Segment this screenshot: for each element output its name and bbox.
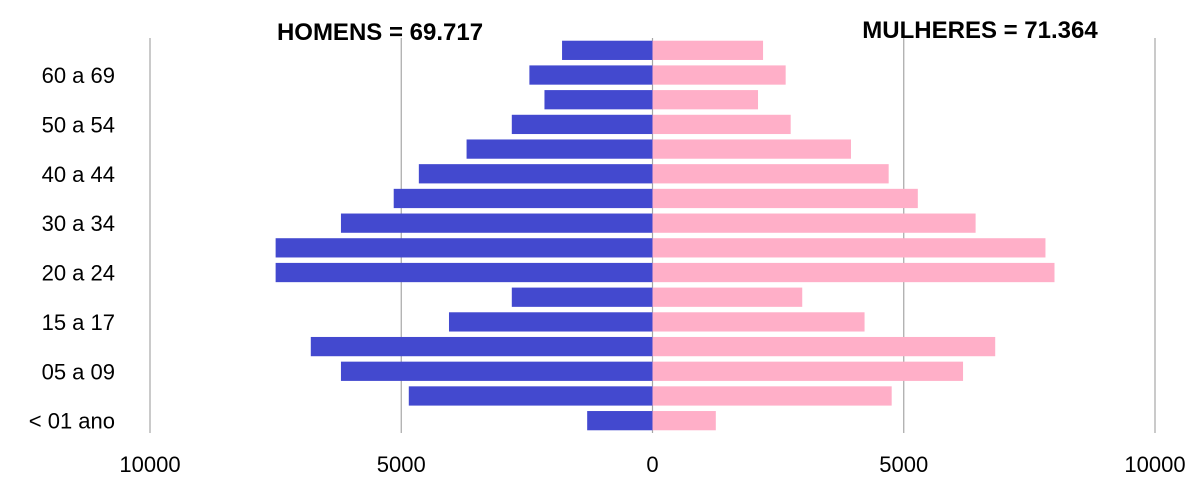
men-bar-6 — [393, 188, 653, 209]
women-bar-7 — [652, 213, 976, 233]
women-bar-2 — [652, 90, 759, 110]
men-total-title: HOMENS = 69.717 — [277, 19, 483, 46]
men-bar-15 — [587, 411, 653, 431]
men-bar-5 — [418, 164, 653, 184]
women-bar-11 — [652, 312, 865, 332]
y-tick-label-4: 20 a 24 — [42, 261, 115, 286]
x-tick-label-2: 0 — [646, 452, 658, 477]
y-tick-label-0: 60 a 69 — [42, 63, 115, 88]
y-tick-label-7: < 01 ano — [29, 409, 115, 434]
x-tick-label-4: 10000 — [1124, 452, 1185, 477]
women-bar-6 — [652, 188, 918, 209]
y-tick-label-1: 50 a 54 — [42, 112, 115, 137]
women-bar-8 — [652, 238, 1046, 258]
women-bar-10 — [652, 287, 803, 307]
men-bar-11 — [448, 312, 653, 332]
women-bar-4 — [652, 139, 851, 159]
men-bar-8 — [275, 238, 653, 258]
y-tick-label-3: 30 a 34 — [42, 211, 115, 236]
men-bar-14 — [408, 386, 653, 406]
men-bar-0 — [562, 40, 653, 60]
men-bar-12 — [310, 336, 653, 357]
women-bar-9 — [652, 262, 1055, 283]
bars — [275, 40, 1055, 431]
men-bar-13 — [340, 361, 653, 381]
men-bar-4 — [466, 139, 653, 159]
men-bar-10 — [511, 287, 653, 307]
women-bar-3 — [652, 114, 791, 135]
men-bar-7 — [340, 213, 653, 233]
women-bar-1 — [652, 65, 786, 85]
y-tick-label-5: 15 a 17 — [42, 310, 115, 335]
y-tick-label-6: 05 a 09 — [42, 359, 115, 384]
women-bar-13 — [652, 361, 964, 381]
men-bar-3 — [511, 114, 653, 135]
y-axis-ticks: 60 a 69 50 a 54 40 a 44 30 a 34 20 a 24 15 a … — [29, 63, 115, 434]
x-tick-label-0: 10000 — [119, 452, 180, 477]
women-total-title: MULHERES = 71.364 — [862, 17, 1098, 44]
women-bar-5 — [652, 164, 889, 184]
women-bar-12 — [652, 336, 996, 357]
men-bar-2 — [544, 90, 653, 110]
women-bar-15 — [652, 411, 716, 431]
women-bar-14 — [652, 386, 892, 406]
men-bar-9 — [275, 262, 653, 283]
women-bar-0 — [652, 40, 764, 60]
x-tick-label-1: 5000 — [377, 452, 426, 477]
men-bar-1 — [529, 65, 653, 85]
y-tick-label-2: 40 a 44 — [42, 162, 115, 187]
x-axis-ticks: 10000 5000 0 5000 10000 — [119, 452, 1185, 477]
x-tick-label-3: 5000 — [879, 452, 928, 477]
